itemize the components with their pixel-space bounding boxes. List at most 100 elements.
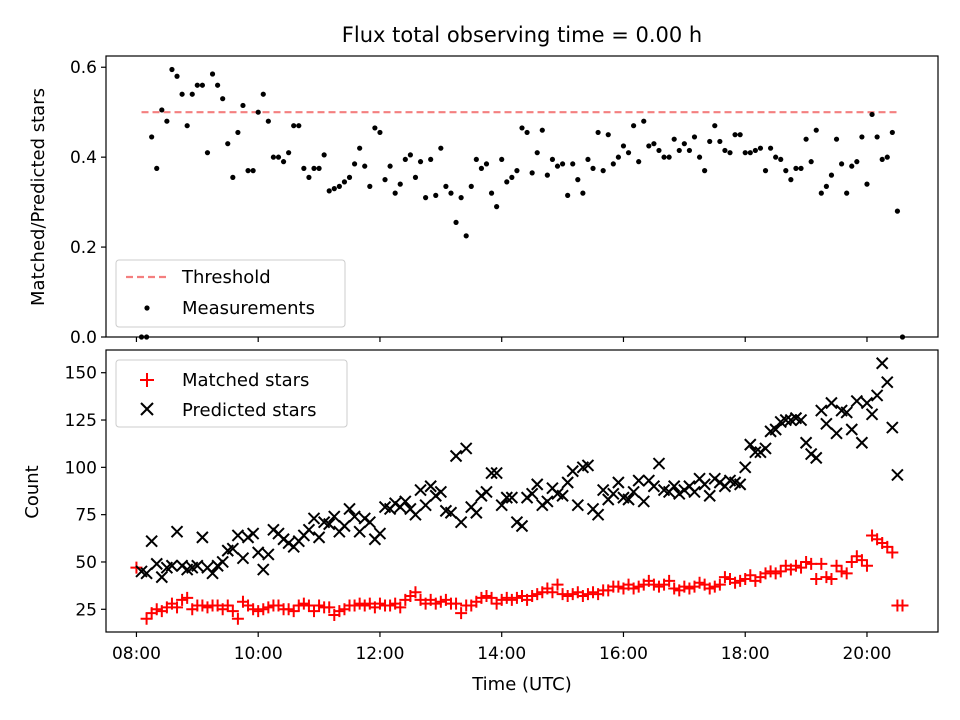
measurement-point	[407, 152, 413, 158]
matched-stars-point	[764, 565, 777, 578]
x-tick-label: 14:00	[477, 644, 526, 664]
measurement-point	[215, 82, 221, 88]
matched-stars-point	[247, 603, 260, 616]
predicted-stars-point	[449, 449, 463, 463]
matched-stars-point	[830, 559, 843, 572]
measurement-point	[275, 154, 282, 160]
y-tick-label: 0.2	[70, 238, 97, 258]
x-axis-label: Time (UTC)	[471, 674, 572, 695]
predicted-stars-point	[226, 542, 240, 555]
measurement-point	[752, 147, 758, 154]
predicted-stars-point	[424, 480, 437, 493]
predicted-stars-point	[830, 427, 843, 440]
measurement-point	[828, 172, 835, 178]
predicted-stars-point	[307, 512, 321, 525]
measurement-point	[595, 129, 601, 136]
predicted-stars-point	[490, 466, 503, 480]
predicted-stars-point	[769, 423, 782, 436]
matched-stars-point	[292, 599, 305, 612]
measurement-point	[392, 190, 398, 196]
predicted-stars-point	[591, 508, 605, 521]
measurement-point	[250, 168, 256, 174]
measurement-point	[346, 174, 353, 180]
matched-legend-marker	[140, 373, 154, 387]
matched-stars-point	[455, 607, 468, 620]
measurement-point	[570, 161, 576, 167]
measurement-point	[499, 156, 505, 163]
matched-stars-point	[150, 603, 163, 616]
matched-stars-point	[729, 576, 742, 589]
x-tick-label: 12:00	[355, 644, 404, 664]
measurement-point	[230, 174, 236, 180]
predicted-stars-point	[571, 498, 585, 512]
measurement-point	[265, 118, 271, 124]
measurement-point	[209, 71, 216, 77]
matched-stars-point	[500, 591, 513, 604]
predicted-stars-point	[444, 506, 458, 519]
measurement-point	[301, 165, 307, 171]
measurements-legend-marker	[144, 305, 150, 311]
measurement-point	[306, 174, 312, 180]
measurement-point	[681, 141, 687, 147]
predicted-stars-point	[759, 442, 772, 455]
matched-stars-point	[257, 603, 270, 616]
predicted-stars-point	[688, 485, 701, 499]
measurement-point	[291, 123, 297, 129]
matched-stars-point	[789, 559, 802, 572]
matched-stars-point	[394, 601, 407, 614]
x-tick-label: 16:00	[599, 644, 648, 664]
measurement-point	[813, 127, 819, 133]
measurement-point	[488, 190, 495, 196]
measurement-point	[631, 123, 637, 129]
measurement-point	[712, 123, 718, 129]
measurement-point	[164, 118, 170, 124]
matched-stars-point	[333, 605, 346, 618]
measurement-point	[565, 192, 571, 198]
measurement-point	[691, 134, 698, 140]
measurement-point	[773, 154, 779, 160]
measurement-point	[778, 156, 784, 163]
matched-stars-point	[840, 567, 853, 580]
measurement-point	[722, 147, 728, 154]
predicted-stars-point	[607, 487, 620, 501]
measurement-point	[448, 190, 454, 196]
matched-stars-point	[581, 588, 594, 601]
y-tick-label: 0.6	[70, 58, 97, 78]
predicted-stars-point	[216, 555, 229, 569]
top-plot-frame	[105, 55, 939, 338]
measurement-point	[321, 152, 327, 158]
predicted-stars-point	[236, 551, 250, 565]
measurement-point	[671, 136, 677, 142]
measurement-point	[575, 177, 581, 183]
matched-stars-point	[485, 591, 498, 604]
matched-stars-point	[718, 571, 731, 584]
measurement-point	[646, 143, 652, 149]
measurement-point	[225, 141, 231, 147]
matched-stars-point	[353, 597, 366, 610]
predicted-stars-point	[637, 495, 650, 508]
predicted-stars-point	[353, 525, 366, 538]
measurement-point	[316, 165, 322, 171]
matched-stars-point	[708, 580, 721, 593]
predicted-stars-point	[170, 525, 184, 538]
predicted-stars-point	[343, 502, 356, 516]
measurement-point	[651, 141, 657, 147]
matched-stars-point	[176, 593, 189, 606]
measurement-point	[590, 165, 596, 171]
predicted-stars-point	[556, 489, 569, 502]
measurement-point	[696, 154, 703, 160]
measurement-point	[625, 150, 632, 156]
measurement-point	[296, 123, 302, 129]
measurement-point	[194, 82, 200, 88]
measurement-point	[189, 91, 195, 97]
measurement-point	[463, 233, 469, 239]
measurement-point	[879, 156, 885, 163]
measurement-point	[412, 174, 419, 180]
measurement-point	[519, 125, 525, 131]
predicted-stars-point	[581, 459, 595, 472]
matched-stars-point	[693, 576, 706, 589]
y-tick-label: 0.0	[70, 328, 97, 348]
predicted-stars-point	[165, 559, 179, 572]
measurement-point	[331, 186, 337, 192]
measurement-point	[767, 145, 774, 151]
